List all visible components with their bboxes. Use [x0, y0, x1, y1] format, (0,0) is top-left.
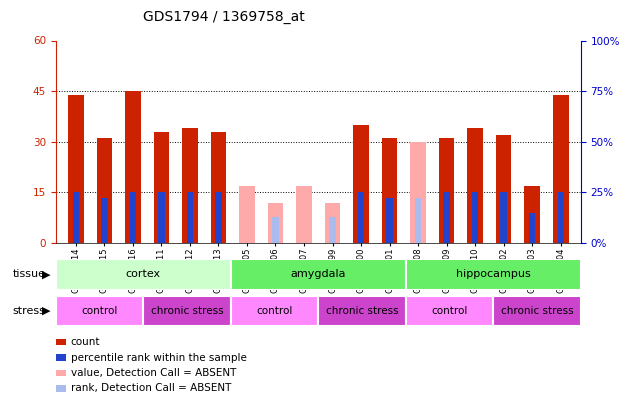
Bar [215, 192, 222, 243]
Bar [96, 139, 112, 243]
Text: tissue: tissue [12, 269, 45, 279]
Bar [524, 185, 540, 243]
Bar [439, 139, 455, 243]
Text: control: control [256, 306, 292, 316]
Bar [158, 192, 165, 243]
Text: GDS1794 / 1369758_at: GDS1794 / 1369758_at [143, 10, 304, 24]
Bar [56, 259, 231, 290]
Text: chronic stress: chronic stress [151, 306, 224, 316]
Text: rank, Detection Call = ABSENT: rank, Detection Call = ABSENT [71, 384, 231, 393]
Bar [125, 91, 141, 243]
Bar [386, 198, 392, 243]
Bar [182, 128, 197, 243]
Text: chronic stress: chronic stress [501, 306, 573, 316]
Bar [472, 192, 478, 243]
Bar [493, 296, 581, 326]
Text: ▶: ▶ [42, 269, 51, 279]
Bar [143, 296, 231, 326]
Bar [231, 296, 318, 326]
Text: count: count [71, 337, 101, 347]
Text: amygdala: amygdala [291, 269, 346, 279]
Bar [153, 132, 170, 243]
Bar [73, 192, 79, 243]
Bar [268, 202, 283, 243]
Bar [501, 192, 507, 243]
Text: stress: stress [12, 306, 45, 316]
Bar [406, 296, 493, 326]
Text: chronic stress: chronic stress [325, 306, 398, 316]
Bar [496, 135, 512, 243]
Text: percentile rank within the sample: percentile rank within the sample [71, 353, 247, 362]
Text: control: control [431, 306, 468, 316]
Bar [130, 192, 136, 243]
Bar [68, 94, 84, 243]
Text: value, Detection Call = ABSENT: value, Detection Call = ABSENT [71, 368, 236, 378]
Text: control: control [81, 306, 118, 316]
Bar [56, 296, 143, 326]
Bar [382, 139, 397, 243]
Bar [318, 296, 406, 326]
Bar [410, 142, 426, 243]
Bar [467, 128, 483, 243]
Bar [353, 125, 369, 243]
Bar [415, 198, 421, 243]
Text: hippocampus: hippocampus [456, 269, 530, 279]
Bar [101, 198, 107, 243]
Bar [187, 192, 193, 243]
Text: cortex: cortex [126, 269, 161, 279]
Text: ▶: ▶ [42, 306, 51, 316]
Bar [325, 202, 340, 243]
Bar [558, 192, 564, 243]
Bar [358, 192, 364, 243]
Bar [211, 132, 226, 243]
Bar [296, 185, 312, 243]
Bar [239, 185, 255, 243]
Bar [529, 213, 535, 243]
Bar [273, 217, 279, 243]
Bar [443, 192, 450, 243]
Bar [231, 259, 406, 290]
Bar [406, 259, 581, 290]
Bar [553, 94, 568, 243]
Bar [329, 217, 336, 243]
